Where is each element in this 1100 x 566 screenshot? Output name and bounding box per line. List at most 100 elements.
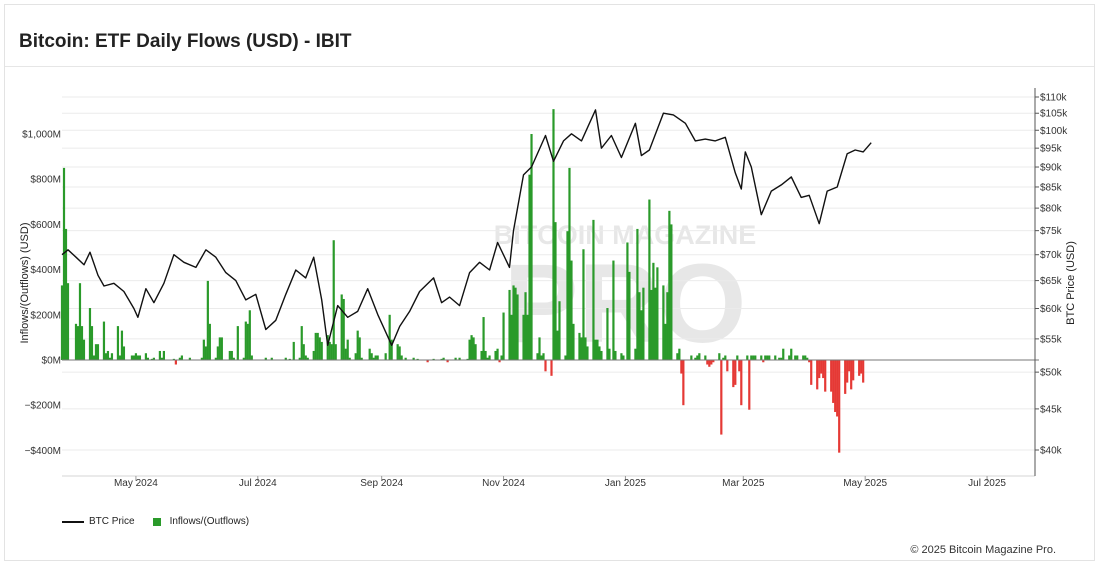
y-right-tick-label: $100k	[1040, 126, 1068, 137]
flow-bar	[348, 357, 351, 360]
x-tick-label: Mar 2025	[722, 478, 765, 489]
flow-bar	[740, 360, 743, 406]
flow-bar	[516, 294, 519, 360]
x-tick-label: Nov 2024	[482, 478, 525, 489]
flow-bar	[524, 292, 527, 360]
flow-bar	[612, 260, 615, 360]
chart-legend: BTC Price Inflows/(Outflows)	[62, 516, 249, 527]
flow-bar	[766, 355, 769, 360]
x-tick-label: May 2025	[843, 478, 887, 489]
flow-bar	[858, 360, 861, 376]
flow-bar	[92, 355, 96, 360]
flow-bar	[404, 357, 407, 360]
flow-bar	[510, 314, 513, 360]
flow-bar	[638, 292, 641, 360]
flow-bar	[174, 360, 177, 365]
flow-bar	[608, 348, 611, 360]
flow-bar	[764, 355, 767, 360]
flow-bar	[836, 360, 839, 417]
flow-bar	[760, 355, 763, 360]
flow-bar	[832, 360, 835, 403]
y-left-tick-label: −$200M	[25, 401, 61, 412]
x-tick-label: May 2024	[114, 478, 158, 489]
y-left-tick-label: $200M	[30, 310, 61, 321]
flow-bar	[312, 350, 315, 360]
flow-bar	[838, 360, 841, 453]
flow-bar	[454, 357, 457, 360]
flow-bar	[320, 341, 323, 360]
flow-bar	[264, 357, 267, 360]
flow-bar	[566, 231, 569, 360]
flow-bar	[530, 134, 533, 360]
y-right-tick-label: $55k	[1040, 334, 1063, 345]
flow-bar	[496, 348, 499, 360]
y-right-tick-label: $75k	[1040, 226, 1063, 237]
btc-price-line	[61, 109, 872, 346]
flow-bar	[594, 339, 597, 360]
flow-bar	[568, 167, 571, 360]
flow-bar	[816, 360, 819, 390]
flow-bar	[172, 358, 175, 360]
flow-bar	[376, 355, 379, 360]
flow-bar	[580, 337, 583, 360]
flow-bar	[94, 344, 98, 360]
flow-bar	[780, 357, 783, 360]
flow-bar	[852, 360, 855, 381]
flow-bar	[722, 357, 725, 360]
flow-bar	[704, 355, 707, 360]
flow-bar	[558, 301, 561, 360]
y-right-tick-label: $50k	[1040, 368, 1063, 379]
flow-bar	[708, 360, 711, 367]
flow-bar	[246, 323, 249, 360]
flow-bar	[82, 339, 86, 360]
flow-bar	[102, 321, 106, 360]
flow-bar	[132, 355, 136, 360]
flow-bar	[682, 360, 685, 406]
flow-bar	[850, 360, 853, 390]
flow-bar	[808, 360, 811, 363]
flow-bar	[846, 360, 849, 383]
chart-axes: −$400M −$200M $0M $200M $400M $600M $800M $1,00…	[19, 88, 1077, 489]
flow-bar	[218, 337, 221, 360]
flow-bar	[584, 337, 587, 360]
flow-bar	[804, 355, 807, 360]
y-left-axis-title: Inflows/(Outflows) (USD)	[19, 222, 31, 343]
flow-bar	[536, 353, 539, 360]
flow-bar	[720, 360, 723, 435]
flow-bar	[330, 344, 333, 360]
flow-bar	[802, 355, 805, 360]
flow-bar	[690, 355, 693, 360]
y-left-tick-label: −$400M	[25, 446, 61, 457]
flow-bar	[822, 360, 825, 379]
flow-bar	[106, 350, 110, 360]
flow-bar	[648, 199, 651, 360]
flow-bar	[578, 332, 581, 360]
legend-flows-label: Inflows/(Outflows)	[169, 516, 250, 527]
flow-bar	[564, 355, 567, 360]
flow-bar	[340, 294, 343, 360]
flow-bar	[228, 350, 231, 360]
watermark-line1: BITCOIN MAGAZINE	[494, 220, 757, 250]
flow-bar	[74, 323, 78, 360]
flow-bar	[158, 350, 161, 360]
flow-bar	[790, 348, 793, 360]
flow-bar	[248, 310, 251, 360]
flow-bar	[482, 317, 485, 360]
flow-bar	[236, 326, 239, 360]
flow-bar	[188, 357, 191, 360]
legend-price-label: BTC Price	[89, 516, 135, 527]
x-tick-label: Jul 2025	[968, 478, 1006, 489]
flow-bar	[204, 346, 207, 360]
flow-bar	[360, 357, 363, 360]
flow-bar	[480, 350, 483, 360]
y-right-tick-label: $65k	[1040, 276, 1063, 287]
flow-bar	[570, 260, 573, 360]
flow-bar	[830, 360, 833, 392]
flow-bar	[718, 353, 721, 360]
flow-bar	[724, 355, 727, 360]
flow-bar	[542, 353, 545, 360]
legend-price-swatch	[62, 520, 84, 523]
flow-bar	[652, 262, 655, 360]
flow-bar	[824, 360, 827, 392]
flow-bar	[522, 314, 525, 360]
